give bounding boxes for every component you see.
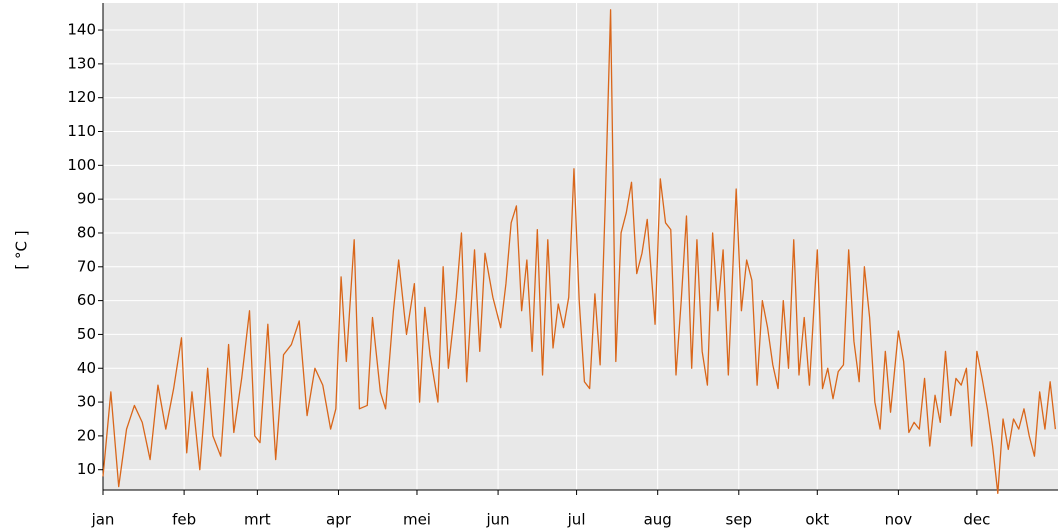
data-line <box>102 9 1057 495</box>
y-tick-label: 130 <box>67 54 96 72</box>
x-tick-label: jun <box>485 511 509 529</box>
y-tick-label: 50 <box>77 325 96 343</box>
x-tick-label: mrt <box>244 511 271 529</box>
y-tick-label: 80 <box>77 223 96 241</box>
x-tick-label: jul <box>567 511 586 529</box>
plot-background <box>103 3 1058 490</box>
y-tick-label: 90 <box>77 190 96 208</box>
x-tick-label: aug <box>644 511 672 529</box>
x-tick-label: dec <box>963 511 990 529</box>
y-tick-label: 60 <box>77 291 96 309</box>
x-tick-label: nov <box>885 511 913 529</box>
x-tick-label: apr <box>326 511 352 529</box>
x-tick-label: feb <box>172 511 196 529</box>
y-tick-label: 140 <box>67 21 96 39</box>
x-tick-label: jan <box>91 511 115 529</box>
y-tick-label: 100 <box>67 156 96 174</box>
y-tick-label: 40 <box>77 359 96 377</box>
y-tick-label: 30 <box>77 393 96 411</box>
y-tick-label: 10 <box>77 460 96 478</box>
y-axis-label: [ °C ] <box>13 230 31 269</box>
y-tick-label: 70 <box>77 257 96 275</box>
y-tick-label: 110 <box>67 122 96 140</box>
x-tick-label: mei <box>403 511 431 529</box>
x-tick-label: okt <box>805 511 829 529</box>
x-tick-label: sep <box>726 511 753 529</box>
y-tick-label: 20 <box>77 426 96 444</box>
y-tick-label: 120 <box>67 88 96 106</box>
